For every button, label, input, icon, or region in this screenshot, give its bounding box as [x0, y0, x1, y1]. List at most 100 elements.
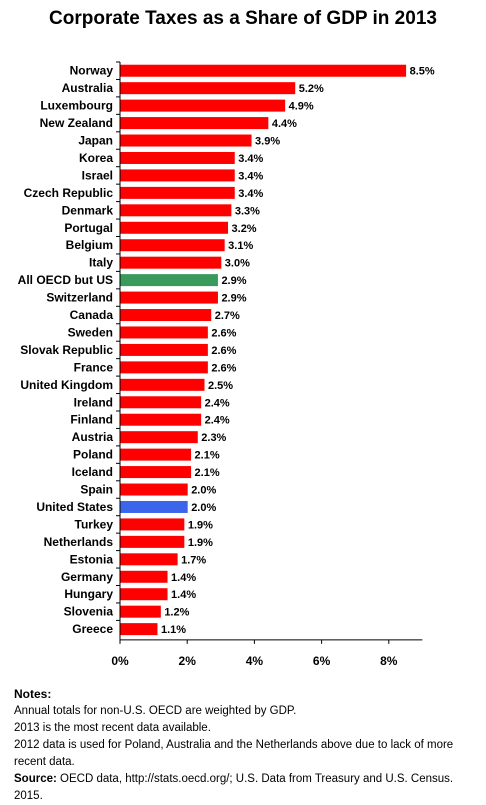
category-label: United States — [36, 500, 113, 514]
chart-title: Corporate Taxes as a Share of GDP in 201… — [49, 8, 437, 29]
value-label: 1.4% — [171, 572, 196, 584]
bar — [120, 256, 222, 269]
category-label: Ireland — [74, 395, 113, 409]
category-label: Slovak Republic — [20, 343, 113, 357]
category-label: Switzerland — [46, 291, 113, 305]
value-label: 2.0% — [191, 485, 216, 497]
bar — [120, 431, 198, 444]
category-label: Hungary — [64, 587, 113, 601]
bar — [120, 466, 192, 479]
value-label: 3.4% — [238, 153, 263, 165]
value-label: 2.4% — [205, 397, 230, 409]
bar — [120, 605, 161, 618]
value-label: 1.4% — [171, 589, 196, 601]
value-label: 2.1% — [195, 467, 220, 479]
bar — [120, 570, 168, 583]
notes-section: Notes: Annual totals for non-U.S. OECD a… — [14, 686, 484, 805]
value-label: 3.1% — [228, 240, 253, 252]
bar — [120, 186, 235, 199]
category-label: Japan — [78, 134, 113, 148]
category-label: Netherlands — [44, 535, 114, 549]
value-label: 1.9% — [188, 519, 213, 531]
category-label: France — [74, 360, 114, 374]
bar — [120, 448, 192, 461]
bar — [120, 378, 205, 391]
value-label: 2.4% — [205, 415, 230, 427]
category-label: Austria — [72, 430, 114, 444]
category-label: Sweden — [68, 325, 113, 339]
bar — [120, 343, 208, 356]
category-label: Finland — [70, 413, 113, 427]
value-label: 2.6% — [211, 327, 236, 339]
category-label: Australia — [62, 81, 114, 95]
bar — [120, 64, 407, 77]
category-label: Turkey — [75, 517, 114, 531]
category-label: Portugal — [64, 221, 113, 235]
category-label: All OECD but US — [18, 273, 113, 287]
source-text: OECD data, http://stats.oecd.org/; U.S. … — [14, 773, 454, 802]
bar — [120, 274, 218, 287]
bar — [120, 117, 269, 130]
note-line: 2012 data is used for Poland, Australia … — [14, 739, 454, 768]
x-tick-label: 6% — [313, 654, 331, 668]
note-line: Annual totals for non-U.S. OECD are weig… — [14, 705, 297, 717]
bar — [120, 221, 229, 234]
value-label: 1.1% — [161, 624, 186, 636]
category-label: Belgium — [66, 238, 113, 252]
category-label: Luxembourg — [40, 99, 113, 113]
value-label: 8.5% — [410, 66, 435, 78]
category-label: Korea — [79, 151, 113, 165]
note-line: 2013 is the most recent data available. — [14, 722, 211, 734]
bar — [120, 169, 235, 182]
bar — [120, 535, 185, 548]
bar — [120, 361, 208, 374]
value-label: 3.4% — [238, 170, 263, 182]
bar — [120, 134, 252, 147]
bar — [120, 500, 188, 513]
value-label: 2.6% — [211, 362, 236, 374]
bar — [120, 623, 158, 636]
bar — [120, 413, 202, 426]
value-label: 3.9% — [255, 136, 280, 148]
source-label: Source: — [14, 773, 57, 785]
value-label: 2.9% — [221, 293, 246, 305]
category-label: Israel — [82, 168, 113, 182]
bar — [120, 396, 202, 409]
value-label: 3.3% — [235, 205, 260, 217]
value-label: 1.2% — [164, 607, 189, 619]
category-label: Poland — [73, 448, 113, 462]
value-label: 4.9% — [289, 101, 314, 113]
category-label: Norway — [70, 64, 114, 78]
bar — [120, 326, 208, 339]
category-label: Denmark — [62, 203, 114, 217]
value-label: 2.7% — [215, 310, 240, 322]
value-label: 2.1% — [195, 450, 220, 462]
value-label: 1.7% — [181, 554, 206, 566]
bar-chart: Norway 8.5% Australia 5.2% Luxembourg 4.9% New… — [18, 61, 435, 668]
category-label: Spain — [80, 483, 113, 497]
bar — [120, 99, 286, 112]
x-tick-label: 2% — [179, 654, 197, 668]
bar — [120, 518, 185, 531]
value-label: 3.0% — [225, 258, 250, 270]
x-tick-label: 0% — [111, 654, 129, 668]
value-label: 2.5% — [208, 380, 233, 392]
bar — [120, 82, 296, 95]
bar — [120, 483, 188, 496]
x-tick-label: 8% — [380, 654, 398, 668]
bar — [120, 309, 212, 322]
value-label: 3.2% — [232, 223, 257, 235]
value-label: 2.3% — [201, 432, 226, 444]
category-label: Canada — [70, 308, 114, 322]
value-label: 2.9% — [221, 275, 246, 287]
category-label: Italy — [89, 256, 113, 270]
category-label: Slovenia — [64, 605, 114, 619]
x-tick-label: 4% — [246, 654, 264, 668]
bar — [120, 553, 178, 566]
category-label: Estonia — [70, 552, 114, 566]
value-label: 2.6% — [211, 345, 236, 357]
value-label: 5.2% — [299, 83, 324, 95]
value-label: 1.9% — [188, 537, 213, 549]
value-label: 4.4% — [272, 118, 297, 130]
category-label: Germany — [61, 570, 113, 584]
